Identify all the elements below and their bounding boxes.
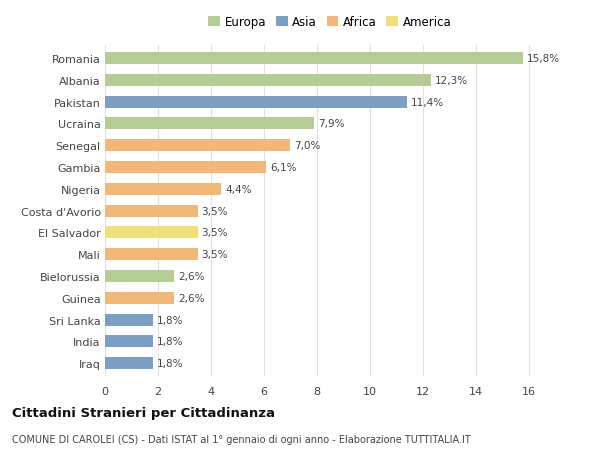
Bar — [105, 336, 152, 347]
Text: Cittadini Stranieri per Cittadinanza: Cittadini Stranieri per Cittadinanza — [12, 406, 275, 419]
Bar — [105, 162, 266, 174]
Text: 2,6%: 2,6% — [178, 271, 204, 281]
Text: 7,9%: 7,9% — [318, 119, 344, 129]
Bar — [105, 140, 290, 152]
Text: 12,3%: 12,3% — [434, 76, 467, 86]
Text: 11,4%: 11,4% — [411, 97, 444, 107]
Bar — [105, 270, 174, 282]
Bar — [105, 75, 431, 87]
Text: 1,8%: 1,8% — [157, 358, 183, 368]
Bar — [105, 249, 197, 261]
Text: 4,4%: 4,4% — [226, 185, 252, 195]
Text: 15,8%: 15,8% — [527, 54, 560, 64]
Bar — [105, 314, 152, 326]
Text: 1,8%: 1,8% — [157, 336, 183, 347]
Bar — [105, 96, 407, 108]
Bar — [105, 118, 314, 130]
Text: 1,8%: 1,8% — [157, 315, 183, 325]
Bar — [105, 184, 221, 196]
Bar — [105, 358, 152, 369]
Text: 3,5%: 3,5% — [202, 250, 228, 260]
Text: 3,5%: 3,5% — [202, 228, 228, 238]
Text: 7,0%: 7,0% — [294, 141, 320, 151]
Text: 3,5%: 3,5% — [202, 206, 228, 216]
Text: 2,6%: 2,6% — [178, 293, 204, 303]
Bar — [105, 227, 197, 239]
Text: COMUNE DI CAROLEI (CS) - Dati ISTAT al 1° gennaio di ogni anno - Elaborazione TU: COMUNE DI CAROLEI (CS) - Dati ISTAT al 1… — [12, 434, 471, 444]
Legend: Europa, Asia, Africa, America: Europa, Asia, Africa, America — [203, 11, 457, 34]
Text: 6,1%: 6,1% — [271, 162, 297, 173]
Bar — [105, 205, 197, 217]
Bar — [105, 53, 523, 65]
Bar — [105, 292, 174, 304]
